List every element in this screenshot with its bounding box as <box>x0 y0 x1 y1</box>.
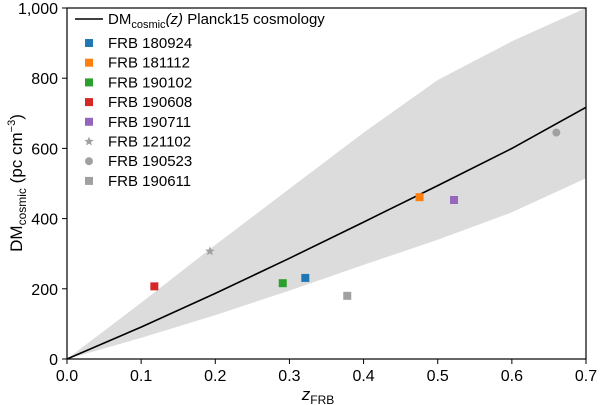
y-axis-label-unit-end: ) <box>7 114 26 120</box>
legend-marker-6 <box>84 136 94 146</box>
legend-label-2: FRB 181112 <box>108 55 190 72</box>
y-axis-label-sub: cosmic <box>15 188 29 225</box>
legend-marker-2 <box>85 58 93 67</box>
uncertainty-band <box>67 8 586 359</box>
y-tick-label-2: 200 <box>31 282 58 299</box>
legend-label-3: FRB 190102 <box>108 74 192 91</box>
x-tick-label-8: 0.7 <box>575 368 597 385</box>
data-point-8 <box>343 291 352 300</box>
y-tick-label-3: 400 <box>31 212 58 229</box>
legend-marker-1 <box>85 39 93 47</box>
y-axis-label-unit-sup: −3 <box>6 120 18 133</box>
legend-label-7: FRB 190523 <box>108 153 192 170</box>
x-tick-label-5: 0.4 <box>352 368 374 385</box>
x-axis: 0.0 0.1 0.2 0.3 0.4 0.5 0.6 0.7 <box>56 359 597 385</box>
legend: DMcosmic(z) Planck15 cosmology FRB 18092… <box>75 11 325 190</box>
legend-label-4: FRB 190608 <box>108 94 192 111</box>
y-axis-label-main: DM <box>7 225 26 251</box>
legend-model-sub: cosmic <box>131 19 166 31</box>
y-tick-label-1: 0 <box>49 352 58 369</box>
x-tick-label-4: 0.3 <box>278 368 300 385</box>
data-point-5 <box>450 195 459 204</box>
legend-marker-3 <box>85 78 93 87</box>
legend-marker-8 <box>85 176 93 185</box>
x-tick-label-7: 0.6 <box>501 368 523 385</box>
y-axis-label-unit: (pc cm <box>7 132 26 183</box>
legend-model-prefix: DM <box>108 11 131 28</box>
data-point-2 <box>415 193 424 202</box>
legend-label-1: FRB 180924 <box>108 35 192 52</box>
y-axis: 0 200 400 600 800 1,000 <box>18 1 67 369</box>
plot-frame <box>66 7 587 360</box>
legend-label-6: FRB 121102 <box>108 134 191 151</box>
legend-model-arg: (z) <box>166 11 184 28</box>
data-point-1 <box>301 273 310 282</box>
legend-label-5: FRB 190711 <box>108 114 191 131</box>
legend-model-line-label: DMcosmic(z) Planck15 cosmology <box>108 11 325 31</box>
x-tick-label-6: 0.5 <box>427 368 449 385</box>
x-tick-label-1: 0.0 <box>56 368 78 385</box>
x-tick-label-2: 0.1 <box>130 368 152 385</box>
legend-marker-5 <box>85 117 93 126</box>
data-point-3 <box>278 279 287 288</box>
x-axis-label-main: z <box>301 385 311 404</box>
y-tick-label-5: 800 <box>31 71 58 88</box>
legend-label-8: FRB 190611 <box>108 173 191 190</box>
y-tick-label-4: 600 <box>31 141 58 158</box>
legend-model-suffix: Planck15 cosmology <box>183 11 325 28</box>
legend-marker-7 <box>85 157 93 166</box>
data-point-6 <box>205 246 215 256</box>
data-points <box>150 128 561 300</box>
y-axis-label: DMcosmic (pc cm−3) <box>6 114 29 252</box>
data-point-7 <box>552 128 561 137</box>
legend-marker-4 <box>85 98 93 107</box>
x-axis-label: zFRB <box>301 385 335 405</box>
x-axis-label-sub: FRB <box>310 393 334 405</box>
x-tick-label-3: 0.2 <box>204 368 226 385</box>
y-tick-label-6: 1,000 <box>18 1 58 18</box>
model-line <box>67 106 586 359</box>
data-point-4 <box>150 282 159 291</box>
